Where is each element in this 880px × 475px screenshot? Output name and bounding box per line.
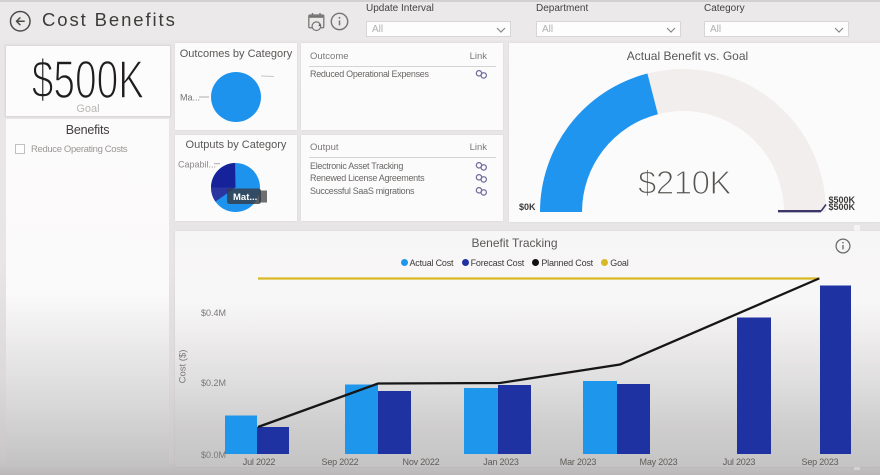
svg-text:Ma...: Ma... xyxy=(180,93,200,103)
svg-text:Capabil...: Capabil... xyxy=(178,160,216,170)
svg-text:Mat...: Mat... xyxy=(233,192,257,203)
